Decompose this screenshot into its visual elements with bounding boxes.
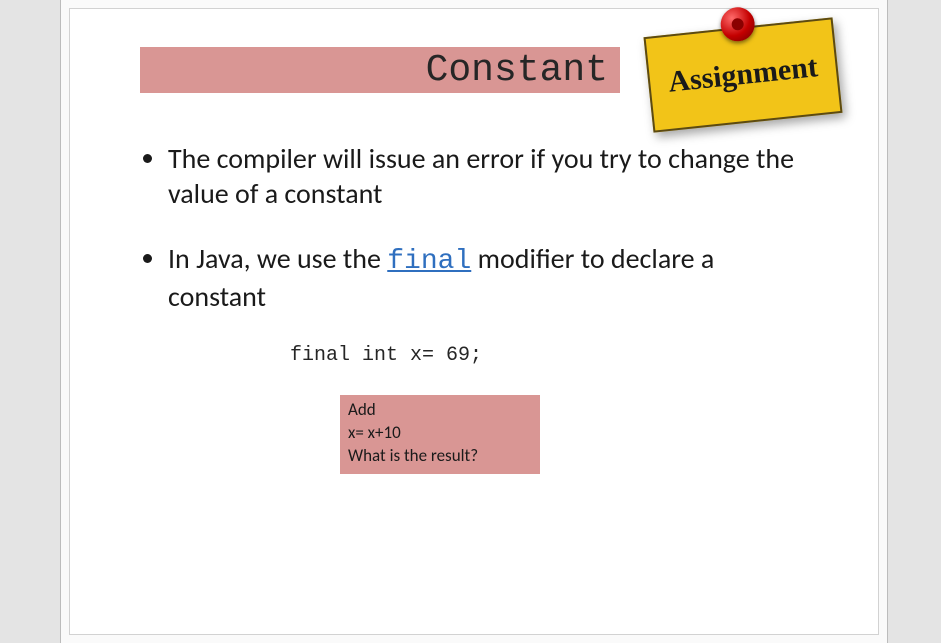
sticky-note-wrap: Assignment bbox=[644, 17, 843, 132]
bullet-text-before: In Java, we use the bbox=[168, 241, 387, 276]
sticky-note-label: Assignment bbox=[667, 50, 820, 99]
slide: Constant Assignment The compiler will is… bbox=[69, 8, 879, 635]
callout-line: What is the result? bbox=[348, 445, 532, 468]
callout-line: Add bbox=[348, 399, 532, 422]
callout-box: Add x= x+10 What is the result? bbox=[340, 395, 540, 474]
slide-title: Constant bbox=[426, 49, 608, 92]
bullet-text: The compiler will issue an error if you … bbox=[168, 141, 794, 211]
bullet-item: The compiler will issue an error if you … bbox=[168, 141, 808, 211]
title-bar: Constant bbox=[140, 47, 620, 93]
callout-line: x= x+10 bbox=[348, 422, 532, 445]
page-frame: Constant Assignment The compiler will is… bbox=[60, 0, 888, 643]
sticky-note: Assignment bbox=[644, 17, 843, 132]
bullet-list: The compiler will issue an error if you … bbox=[140, 141, 808, 314]
keyword-final: final bbox=[387, 246, 471, 277]
pushpin-icon bbox=[719, 6, 756, 43]
title-row: Constant Assignment bbox=[140, 47, 808, 93]
pushpin-center bbox=[731, 18, 744, 31]
code-example: final int x= 69; bbox=[290, 344, 808, 367]
bullet-item: In Java, we use the final modifier to de… bbox=[168, 241, 808, 314]
